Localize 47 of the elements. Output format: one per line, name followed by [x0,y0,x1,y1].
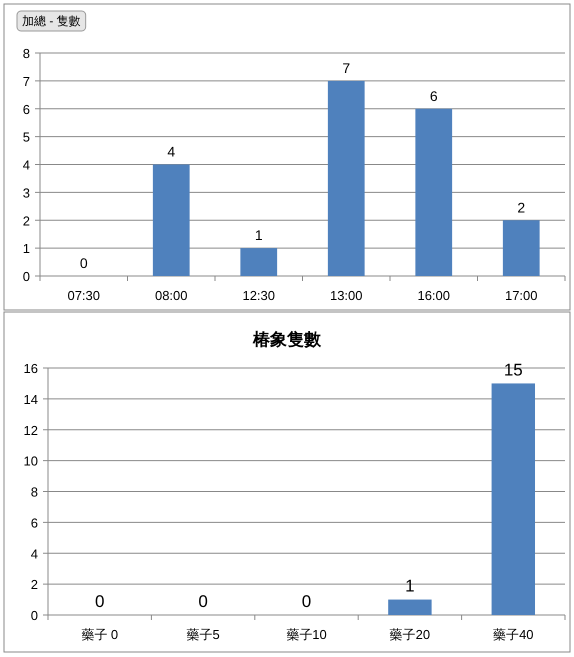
chart-title: 椿象隻數 [252,330,322,349]
x-tick-label: 07:30 [67,288,100,303]
y-tick-label: 14 [24,392,38,407]
data-label: 2 [517,199,526,216]
y-tick-label: 12 [24,422,38,438]
y-tick-label: 5 [22,130,30,145]
y-tick-label: 8 [30,484,38,500]
y-tick-label: 4 [30,546,38,562]
x-tick-label: 藥子10 [286,627,327,642]
x-tick-label: 藥子 0 [81,627,118,642]
x-tick-label: 12:30 [242,288,276,303]
bar [240,248,278,276]
data-label: 15 [504,360,523,380]
data-label: 0 [302,592,312,611]
y-tick-label: 6 [22,102,30,117]
bar [502,220,540,276]
y-tick-label: 10 [24,454,38,469]
y-tick-label: 7 [22,74,30,89]
x-tick-label: 08:00 [154,288,188,303]
data-label: 7 [342,60,350,76]
y-tick-label: 4 [22,158,30,172]
data-label: 0 [198,592,208,611]
y-tick-label: 6 [30,515,38,530]
data-label: 0 [80,255,88,271]
y-tick-label: 0 [30,608,38,623]
y-tick-label: 1 [22,241,30,256]
x-tick-label: 藥子40 [493,627,534,642]
x-tick-label: 13:00 [330,288,363,303]
text: 加總 - 隻數 [22,14,81,28]
data-label: 1 [405,576,415,596]
bar [415,108,452,276]
x-tick-label: 藥子5 [186,627,220,642]
x-tick-label: 藥子20 [390,627,430,642]
y-tick-label: 16 [24,361,38,376]
y-tick-label: 8 [22,46,30,61]
y-tick-label: 2 [22,213,30,228]
bar [152,164,190,276]
x-tick-label: 17:00 [504,288,538,303]
data-label: 1 [254,227,263,244]
y-tick-label: 0 [22,269,30,284]
data-label: 0 [94,592,104,611]
data-label: 4 [167,144,176,160]
bar [328,80,365,276]
x-tick-label: 16:00 [417,288,450,303]
data-label: 6 [430,88,438,104]
y-tick-label: 3 [22,185,30,200]
y-tick-label: 2 [30,577,38,592]
